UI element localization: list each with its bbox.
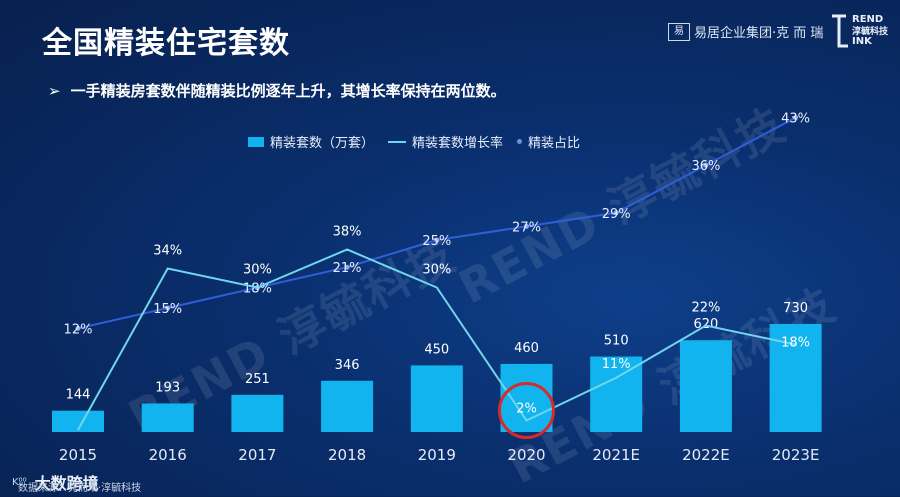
bar	[231, 394, 284, 432]
growth-value-label: 38%	[333, 225, 362, 240]
ratio-value-label: 21%	[333, 261, 362, 276]
growth-line	[77, 248, 796, 431]
bar	[590, 356, 643, 432]
legend-growth-swatch	[388, 140, 407, 143]
x-tick-label: 2015	[59, 446, 97, 464]
ratio-point	[75, 325, 81, 331]
growth-value-label: 34%	[153, 244, 182, 259]
footer: K⁰⁰ 大数跨境	[12, 470, 99, 494]
footer-brand: 大数跨境	[34, 474, 99, 493]
growth-value-label: 2%	[516, 402, 537, 417]
growth-value-label: 18%	[781, 336, 810, 351]
bar-value-label: 510	[604, 334, 629, 349]
growth-value-label: 11%	[602, 357, 631, 372]
x-tick-label: 2019	[418, 446, 456, 464]
ratio-point	[793, 115, 799, 121]
legend-bar-label: 精装套数（万套）	[270, 136, 375, 151]
logo-line3: INK	[852, 36, 872, 47]
ratio-point	[524, 223, 529, 229]
legend-ratio-swatch	[517, 139, 523, 144]
ratio-value-label: 25%	[422, 234, 451, 249]
brand-box-icon: 易	[668, 22, 690, 41]
bar-value-label: 346	[335, 358, 360, 373]
growth-value-label: 30%	[422, 263, 451, 278]
chart-legend: 精装套数（万套） 精装套数增长率 精装占比	[248, 132, 580, 151]
logo-line2: 淳毓科技	[852, 27, 889, 37]
bar	[321, 380, 374, 432]
legend-ratio-label: 精装占比	[528, 136, 581, 151]
x-tick-label: 2021E	[592, 446, 640, 464]
x-tick-label: 2017	[238, 446, 276, 464]
ratio-value-label: 12%	[64, 322, 93, 337]
ratio-point	[344, 264, 350, 270]
ratio-point	[613, 210, 619, 216]
growth-value-label: 22%	[691, 301, 720, 316]
ratio-value-label: 15%	[153, 302, 182, 317]
bar-value-label: 144	[66, 388, 91, 403]
subtitle: ➢ 一手精装房套数伴随精装比例逐年上升，其增长率保持在两位数。	[48, 80, 506, 101]
bar	[500, 363, 553, 432]
legend-item-ratio: 精装占比	[517, 132, 580, 151]
bar-value-label: 450	[424, 342, 449, 357]
page-title: 全国精装住宅套数	[42, 26, 290, 61]
growth-value-label: 30%	[243, 263, 272, 278]
bar	[769, 323, 822, 432]
legend-growth-label: 精装套数增长率	[412, 136, 504, 151]
bar	[679, 340, 732, 432]
bar-value-label: 193	[155, 380, 180, 395]
legend-bar-swatch	[248, 136, 264, 147]
subtitle-text: 一手精装房套数伴随精装比例逐年上升，其增长率保持在两位数。	[70, 82, 506, 100]
bar	[52, 410, 104, 432]
brand-name: 易 易居企业集团·克 而 瑞	[668, 22, 823, 41]
bar-value-label: 730	[783, 301, 808, 316]
ratio-point	[165, 305, 171, 311]
logo-line1: REND	[852, 14, 884, 25]
x-tick-label: 2022E	[682, 446, 730, 464]
x-tick-label: 2016	[149, 446, 187, 464]
ratio-value-label: 27%	[512, 220, 541, 235]
ratio-line	[77, 116, 797, 330]
bar-value-label: 460	[514, 341, 539, 356]
arrow-icon: ➢	[48, 82, 61, 100]
brand-text: 易居企业集团·克 而 瑞	[694, 26, 824, 41]
bar-value-label: 251	[245, 372, 270, 387]
x-tick-label: 2020	[507, 446, 545, 464]
trendlink-logo-icon	[832, 14, 848, 48]
ratio-point	[703, 162, 709, 168]
ratio-value-label: 29%	[602, 207, 631, 222]
ratio-point	[434, 237, 440, 243]
ratio-value-label: 43%	[781, 112, 810, 127]
bar	[141, 403, 194, 432]
bar	[410, 365, 463, 432]
highlight-circle	[498, 382, 555, 439]
x-tick-label: 2023E	[772, 446, 820, 464]
footer-logo-icon: K⁰⁰	[12, 476, 27, 488]
ratio-value-label: 36%	[691, 159, 720, 174]
legend-item-bar: 精装套数（万套）	[248, 132, 374, 151]
x-tick-label: 2018	[328, 446, 366, 464]
legend-item-growth: 精装套数增长率	[388, 132, 503, 151]
data-source: 数据来源：克而瑞·淳毓科技	[18, 483, 142, 494]
